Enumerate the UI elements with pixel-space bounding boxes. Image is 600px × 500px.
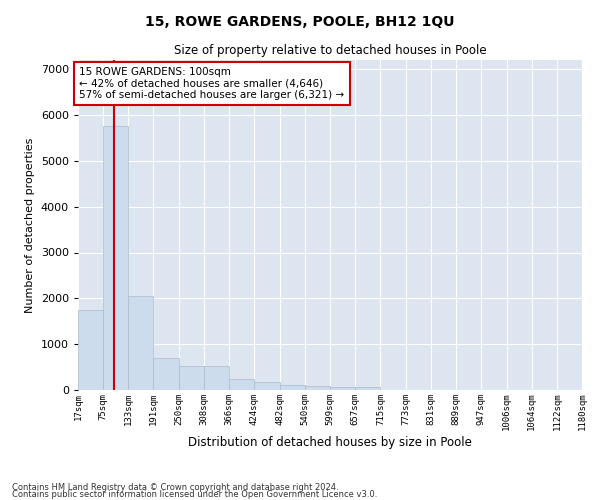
Bar: [305, 386, 330, 390]
Text: 15 ROWE GARDENS: 100sqm
← 42% of detached houses are smaller (4,646)
57% of semi: 15 ROWE GARDENS: 100sqm ← 42% of detache…: [79, 67, 344, 100]
Text: Contains HM Land Registry data © Crown copyright and database right 2024.: Contains HM Land Registry data © Crown c…: [12, 484, 338, 492]
Bar: [154, 358, 179, 390]
Bar: [330, 387, 355, 390]
Bar: [254, 382, 280, 390]
Y-axis label: Number of detached properties: Number of detached properties: [25, 138, 35, 312]
Bar: [78, 310, 103, 390]
X-axis label: Distribution of detached houses by size in Poole: Distribution of detached houses by size …: [188, 436, 472, 449]
Bar: [204, 366, 229, 390]
Title: Size of property relative to detached houses in Poole: Size of property relative to detached ho…: [173, 44, 487, 58]
Bar: [128, 296, 154, 390]
Text: Contains public sector information licensed under the Open Government Licence v3: Contains public sector information licen…: [12, 490, 377, 499]
Bar: [103, 126, 128, 390]
Bar: [355, 387, 380, 390]
Text: 15, ROWE GARDENS, POOLE, BH12 1QU: 15, ROWE GARDENS, POOLE, BH12 1QU: [145, 15, 455, 29]
Bar: [280, 384, 305, 390]
Bar: [179, 366, 204, 390]
Bar: [229, 380, 254, 390]
